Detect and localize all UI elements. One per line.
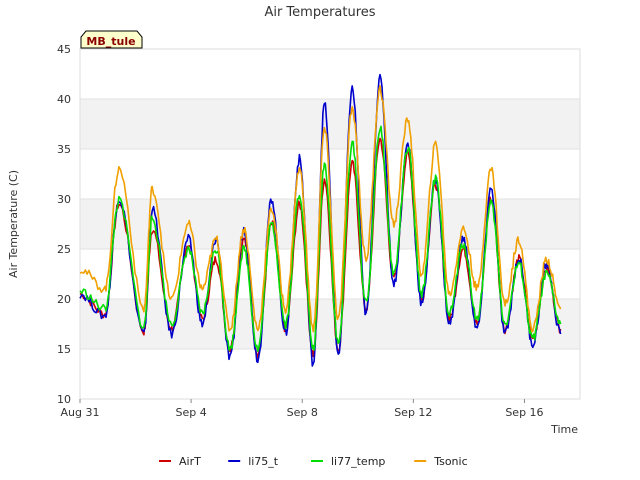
legend-label: li75_t: [248, 455, 279, 468]
series-line-tsonic: [79, 85, 562, 333]
plot-area-border: [79, 48, 581, 400]
series-line-li77-temp: [79, 125, 562, 353]
y-tick-label: 15: [57, 343, 71, 356]
legend-label: AirT: [179, 455, 201, 468]
x-axis-title: Time: [550, 423, 578, 436]
station-badge-text: MB_tule: [86, 35, 135, 48]
y-tick-label: 30: [57, 193, 71, 206]
y-tick-label: 40: [57, 93, 71, 106]
x-tick-label: Sep 4: [175, 406, 206, 419]
y-tick-label: 10: [57, 393, 71, 406]
chart-title: Air Temperatures: [264, 5, 375, 20]
x-axis-ticks: Aug 31 Sep 4 Sep 8 Sep 12 Sep 16: [61, 399, 544, 419]
y-tick-label: 35: [57, 143, 71, 156]
station-badge: MB_tule: [80, 30, 143, 49]
grid-band: [80, 299, 580, 349]
y-tick-label: 20: [57, 293, 71, 306]
legend: AirT li75_t li77_temp Tsonic: [159, 455, 468, 468]
grid-band: [80, 99, 580, 149]
legend-label: Tsonic: [433, 455, 467, 468]
x-tick-label: Aug 31: [61, 406, 100, 419]
y-axis-title: Air Temperature (C): [7, 170, 20, 278]
series-layer: [79, 73, 562, 367]
y-tick-label: 45: [57, 43, 71, 56]
x-tick-label: Sep 16: [505, 406, 543, 419]
y-axis-ticks: 10 15 20 25 30 35 40 45: [57, 43, 71, 406]
x-tick-label: Sep 8: [287, 406, 318, 419]
legend-label: li77_temp: [331, 455, 385, 468]
y-tick-label: 25: [57, 243, 71, 256]
x-tick-label: Sep 12: [394, 406, 432, 419]
